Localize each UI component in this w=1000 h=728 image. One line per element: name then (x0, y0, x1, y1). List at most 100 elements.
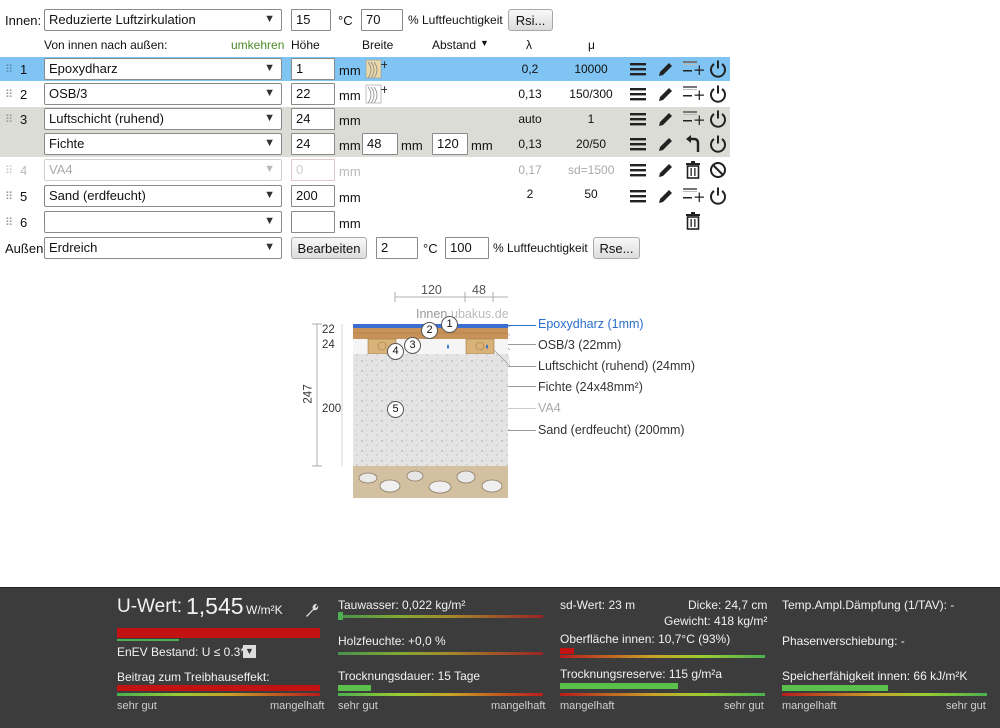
undo-arrow-icon[interactable] (684, 134, 704, 154)
material-select[interactable]: Epoxydharz ▼ (44, 58, 282, 80)
spacing-input[interactable]: 120 (432, 133, 468, 155)
height-input[interactable]: 1 (291, 58, 335, 80)
wrench-icon[interactable] (304, 602, 320, 618)
mu-value: 20/50 (575, 137, 607, 151)
outside-humidity-input[interactable]: 100 (445, 237, 489, 259)
humidity-unit: % Luftfeuchtigkeit (408, 13, 503, 27)
material-select[interactable]: Fichte ▼ (44, 133, 282, 155)
outside-temp-input[interactable]: 2 (376, 237, 418, 259)
edit-button[interactable]: Bearbeiten (291, 237, 367, 259)
material-select[interactable]: ▼ (44, 211, 282, 233)
scale-good-label: sehr gut (117, 700, 157, 712)
unit-label: mm (339, 190, 361, 205)
width-input[interactable]: 48 (362, 133, 398, 155)
height-input[interactable]: 24 (291, 133, 335, 155)
width-unit-label: mm (401, 138, 423, 153)
sort-down-icon[interactable]: ▼ (480, 38, 489, 48)
tauwasser-bar (338, 615, 543, 618)
height-input[interactable]: 24 (291, 108, 335, 130)
inside-climate-select[interactable]: Reduzierte Luftzirkulation ▼ (44, 9, 282, 31)
height-input[interactable] (291, 211, 335, 233)
unit-label: mm (339, 164, 361, 179)
material-select[interactable]: OSB/3 ▼ (44, 83, 282, 105)
power-icon[interactable] (708, 84, 728, 104)
wood-grain-add-icon[interactable]: + (365, 83, 387, 105)
drag-handle-icon[interactable]: ⠿ (5, 191, 13, 203)
material-select[interactable]: Sand (erdfeucht) ▼ (44, 185, 282, 207)
pencil-icon[interactable] (656, 59, 676, 79)
scale-bad-label: mangelhaft (491, 700, 546, 712)
insert-layer-icon[interactable]: + (682, 185, 706, 205)
holzfeuchte-bar (338, 652, 543, 655)
power-icon[interactable] (708, 109, 728, 129)
unit-label: mm (339, 113, 361, 128)
menu-icon[interactable] (628, 84, 648, 104)
disabled-icon[interactable] (708, 160, 728, 180)
reverse-link[interactable]: umkehren (231, 38, 285, 52)
col-spacing[interactable]: Abstand (432, 38, 477, 52)
pencil-icon[interactable] (656, 109, 676, 129)
material-select[interactable]: VA4 ▼ (44, 159, 282, 181)
diagram-label-air: Luftschicht (ruhend) (24mm) (538, 359, 696, 373)
col-width: Breite (362, 38, 394, 52)
dim-22-label: 22 (322, 324, 335, 336)
layer-marker[interactable]: 3 (404, 337, 421, 354)
insert-layer-icon[interactable]: + (682, 83, 706, 103)
insert-layer-icon[interactable]: + (682, 108, 706, 128)
dim-total-label: 247 (302, 384, 315, 404)
inside-label: Innen: (5, 13, 42, 28)
lambda-value: auto (518, 112, 542, 126)
height-input[interactable]: 22 (291, 83, 335, 105)
trash-icon[interactable] (683, 211, 703, 231)
power-icon[interactable] (708, 59, 728, 79)
pencil-icon[interactable] (656, 84, 676, 104)
chevron-down-icon: ▼ (264, 189, 275, 201)
menu-icon[interactable] (628, 59, 648, 79)
dropdown-arrow-icon[interactable]: ▼ (243, 645, 256, 658)
trash-icon[interactable] (683, 160, 703, 180)
scale-bad-label: mangelhaft (782, 700, 837, 712)
results-panel: U-Wert: 1,545 W/m²K EnEV Bestand: U ≤ 0.… (0, 587, 1000, 728)
layer-marker[interactable]: 1 (441, 316, 458, 333)
diagram-label-epoxy: Epoxydharz (1mm) (538, 317, 644, 331)
rse-button[interactable]: Rse... (593, 237, 640, 259)
svg-text:+: + (693, 61, 706, 78)
pencil-icon[interactable] (656, 186, 676, 206)
height-input[interactable]: 200 (291, 185, 335, 207)
layer-marker[interactable]: 2 (421, 322, 438, 339)
height-input[interactable]: 0 (291, 159, 335, 181)
rsi-button[interactable]: Rsi... (508, 9, 553, 31)
leader-line (508, 430, 536, 431)
scale-bad-label: mangelhaft (560, 700, 615, 712)
layer-number: 3 (20, 112, 28, 127)
menu-icon[interactable] (628, 186, 648, 206)
outside-climate-select[interactable]: Erdreich ▼ (44, 237, 282, 259)
phasen-label: Phasenverschiebung: - (782, 634, 905, 648)
menu-icon[interactable] (628, 134, 648, 154)
drag-handle-icon[interactable]: ⠿ (5, 165, 13, 177)
drag-handle-icon[interactable]: ⠿ (5, 64, 13, 76)
power-icon[interactable] (708, 134, 728, 154)
drag-handle-icon[interactable]: ⠿ (5, 217, 13, 229)
inside-humidity-input[interactable]: 70 (361, 9, 403, 31)
mu-value: 150/300 (569, 87, 613, 101)
pencil-icon[interactable] (656, 134, 676, 154)
wood-grain-add-icon[interactable]: + (365, 58, 387, 80)
drag-handle-icon[interactable]: ⠿ (5, 114, 13, 126)
oberflaeche-label: Oberfläche innen: 10,7°C (93%) (560, 632, 731, 646)
drag-handle-icon[interactable]: ⠿ (5, 89, 13, 101)
material-select[interactable]: Luftschicht (ruhend) ▼ (44, 108, 282, 130)
menu-icon[interactable] (628, 109, 648, 129)
layer-marker[interactable]: 4 (387, 343, 404, 360)
menu-icon[interactable] (628, 160, 648, 180)
diagram-label-spruce: Fichte (24x48mm²) (538, 380, 643, 394)
inside-temp-input[interactable]: 15 (291, 9, 331, 31)
pencil-icon[interactable] (656, 160, 676, 180)
chevron-down-icon: ▼ (264, 163, 275, 175)
lambda-value: 0,13 (518, 137, 542, 151)
lambda-value: 2 (526, 187, 534, 201)
layer-marker[interactable]: 5 (387, 401, 404, 418)
power-icon[interactable] (708, 186, 728, 206)
insert-layer-icon[interactable]: + (682, 58, 706, 78)
enev-label: EnEV Bestand: U ≤ 0.3* (117, 645, 245, 659)
